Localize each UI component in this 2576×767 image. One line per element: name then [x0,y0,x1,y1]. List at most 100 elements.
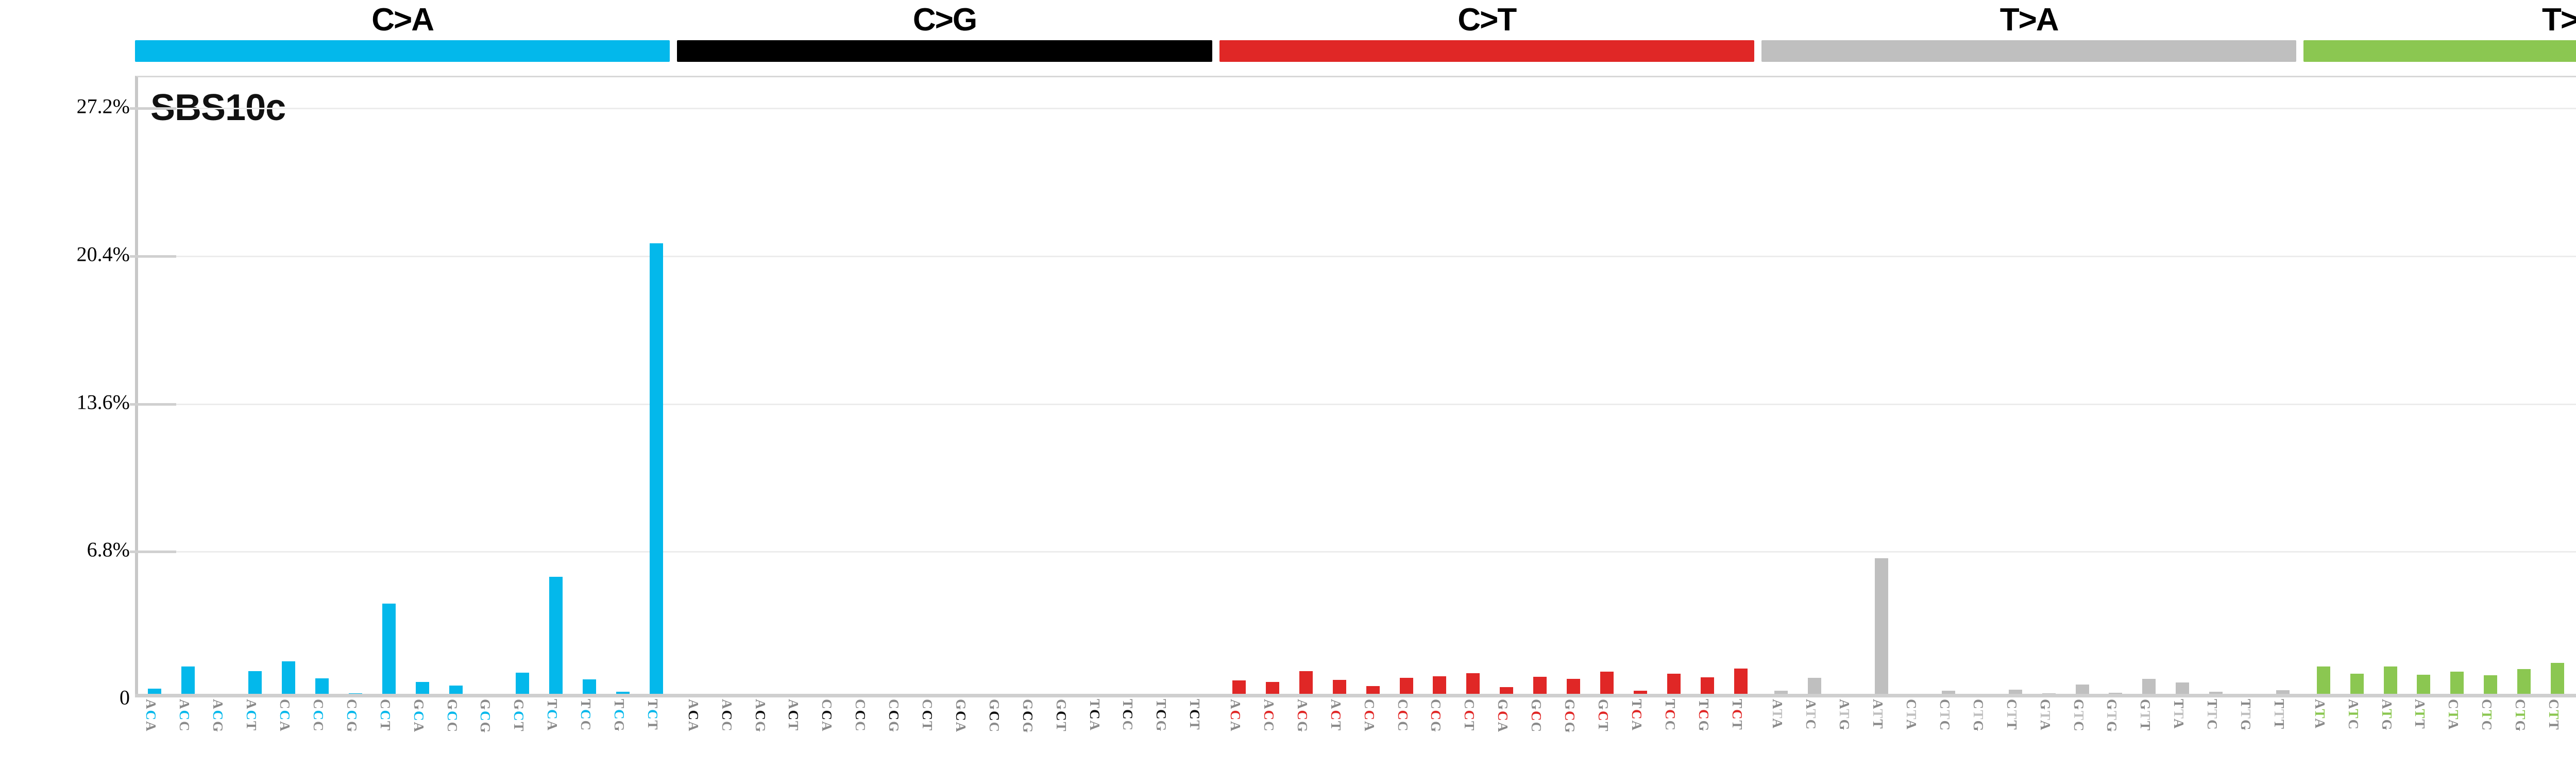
bar-CtoA-GCT[interactable] [516,673,530,697]
bar-group-CtoT [1223,77,1757,697]
x-tick-CtoG-CCG: CCG [886,699,902,733]
mutation-class-color-bar [135,40,670,62]
x-tick-CtoG-GCT: GCT [1053,699,1069,732]
bar-CtoA-ACT[interactable] [248,671,262,697]
y-axis-tick-label: 27.2% [76,94,130,118]
x-tick-CtoT-ACC: ACC [1261,699,1277,732]
x-tick-TtoA-CTC: CTC [1937,699,1953,732]
bar-CtoT-ACG[interactable] [1299,671,1313,697]
x-tick-TtoC-ATT: ATT [2412,699,2428,730]
bar-TtoC-CTG[interactable] [2517,669,2531,697]
x-tick-CtoA-GCC: GCC [444,699,460,733]
x-tick-TtoA-GTT: GTT [2138,699,2154,732]
x-tick-CtoA-TCC: TCC [578,699,594,732]
mutation-class-header-CtoT: C>T [1219,0,1754,62]
x-tick-TtoA-GTC: GTC [2071,699,2087,732]
y-axis-tickmark [130,551,176,554]
x-tick-CtoG-CCA: CCA [819,699,835,732]
x-tick-TtoA-TTC: TTC [2205,699,2221,731]
bar-TtoC-CTC[interactable] [2484,675,2498,697]
x-tick-TtoC-CTG: CTG [2513,699,2529,732]
x-tick-TtoA-GTA: GTA [2037,699,2053,731]
bar-CtoT-TCT[interactable] [1734,669,1748,697]
x-tick-CtoT-GCG: GCG [1562,699,1578,734]
x-tick-CtoG-TCC: TCC [1120,699,1136,732]
x-tick-TtoA-ATT: ATT [1870,699,1886,730]
x-tick-CtoA-ACG: ACG [210,699,226,733]
x-tick-CtoG-CCT: CCT [920,699,936,732]
x-tick-CtoA-ACA: ACA [143,699,159,732]
bar-TtoC-ATT[interactable] [2417,674,2431,697]
y-axis-tick-label: 0 [120,686,130,709]
x-tick-CtoA-CCT: CCT [377,699,393,732]
mutation-class-color-bar [2303,40,2576,62]
x-tick-CtoG-TCG: TCG [1154,699,1170,732]
x-tick-CtoA-GCT: GCT [511,699,527,732]
x-tick-TtoA-GTG: GTG [2104,699,2120,733]
y-axis-tick-label: 6.8% [87,538,130,561]
x-tick-CtoT-GCA: GCA [1495,699,1511,733]
bar-TtoC-ATG[interactable] [2383,666,2397,697]
x-tick-CtoG-ACC: ACC [719,699,735,732]
mutation-class-header-CtoA: C>A [135,0,670,62]
bar-CtoA-TCT[interactable] [649,243,663,697]
mutation-class-label: T>A [1999,2,2059,38]
x-tick-CtoT-ACT: ACT [1328,699,1344,732]
x-tick-CtoA-ACT: ACT [244,699,260,732]
bar-TtoC-CTA[interactable] [2450,672,2464,697]
x-tick-CtoA-GCG: GCG [478,699,494,734]
mutation-class-color-bar [1219,40,1754,62]
bar-CtoA-CCA[interactable] [282,661,296,697]
x-tick-CtoT-CCT: CCT [1462,699,1478,732]
bar-CtoA-CCT[interactable] [382,603,396,697]
x-tick-TtoC-ATA: ATA [2312,699,2328,730]
x-tick-CtoA-GCA: GCA [411,699,427,733]
bar-CtoA-ACC[interactable] [181,666,195,697]
x-tick-CtoG-ACA: ACA [685,699,701,732]
x-tick-TtoC-CTC: CTC [2479,699,2495,732]
x-tick-CtoT-TCC: TCC [1662,699,1678,732]
x-tick-CtoG-TCA: TCA [1087,699,1103,732]
x-tick-TtoC-ATG: ATG [2379,699,2395,731]
x-tick-CtoG-TCT: TCT [1187,699,1203,731]
x-tick-TtoC-CTT: CTT [2546,699,2562,731]
x-tick-CtoT-TCA: TCA [1629,699,1645,732]
bar-TtoC-ATC[interactable] [2350,674,2364,697]
x-tick-CtoA-TCA: TCA [545,699,561,732]
gridline [138,551,2576,553]
x-tick-CtoT-ACG: ACG [1294,699,1310,733]
x-tick-CtoT-TCG: TCG [1696,699,1711,732]
x-tick-CtoT-CCA: CCA [1361,699,1377,732]
mutation-class-color-bar [1761,40,2297,62]
gridline [138,403,2576,405]
x-tick-TtoC-CTA: CTA [2446,699,2462,731]
bar-CtoT-CCT[interactable] [1466,673,1480,697]
gridline [138,255,2576,257]
mutation-class-header-TtoA: T>A [1761,0,2297,62]
gridline [138,108,2576,110]
x-tick-TtoA-ATA: ATA [1770,699,1786,730]
x-tick-CtoG-GCG: GCG [1020,699,1036,734]
y-axis-tickmark [130,403,176,406]
bar-group-TtoA [1765,77,2299,697]
y-axis-tickmark [130,255,176,258]
plot-area: SBS10c [130,76,2576,697]
x-tick-CtoG-GCC: GCC [986,699,1002,733]
x-tick-CtoA-ACC: ACC [177,699,193,732]
x-tick-CtoG-GCA: GCA [953,699,969,733]
bar-group-TtoC [2307,77,2576,697]
bar-TtoA-ATT[interactable] [1875,558,1889,697]
mutation-class-color-bar [677,40,1212,62]
y-axis-tick-label: 13.6% [76,390,130,414]
bar-CtoT-GCT[interactable] [1600,672,1614,697]
bar-TtoC-CTT[interactable] [2551,663,2565,697]
x-tick-TtoA-CTT: CTT [2004,699,2020,731]
bar-CtoA-TCA[interactable] [549,576,563,697]
bar-group-CtoA [138,77,673,697]
mutation-class-label: C>A [371,2,434,38]
bar-CtoT-TCC[interactable] [1667,674,1681,697]
x-tick-CtoA-CCA: CCA [277,699,293,732]
x-tick-CtoG-CCC: CCC [853,699,869,732]
bar-TtoC-ATA[interactable] [2316,666,2330,697]
